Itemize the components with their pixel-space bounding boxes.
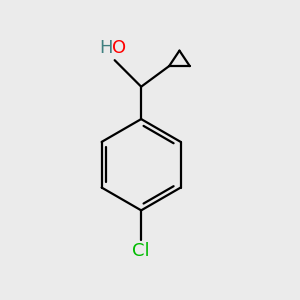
Text: H: H: [99, 39, 112, 57]
Text: O: O: [112, 39, 126, 57]
Text: Cl: Cl: [132, 242, 150, 260]
